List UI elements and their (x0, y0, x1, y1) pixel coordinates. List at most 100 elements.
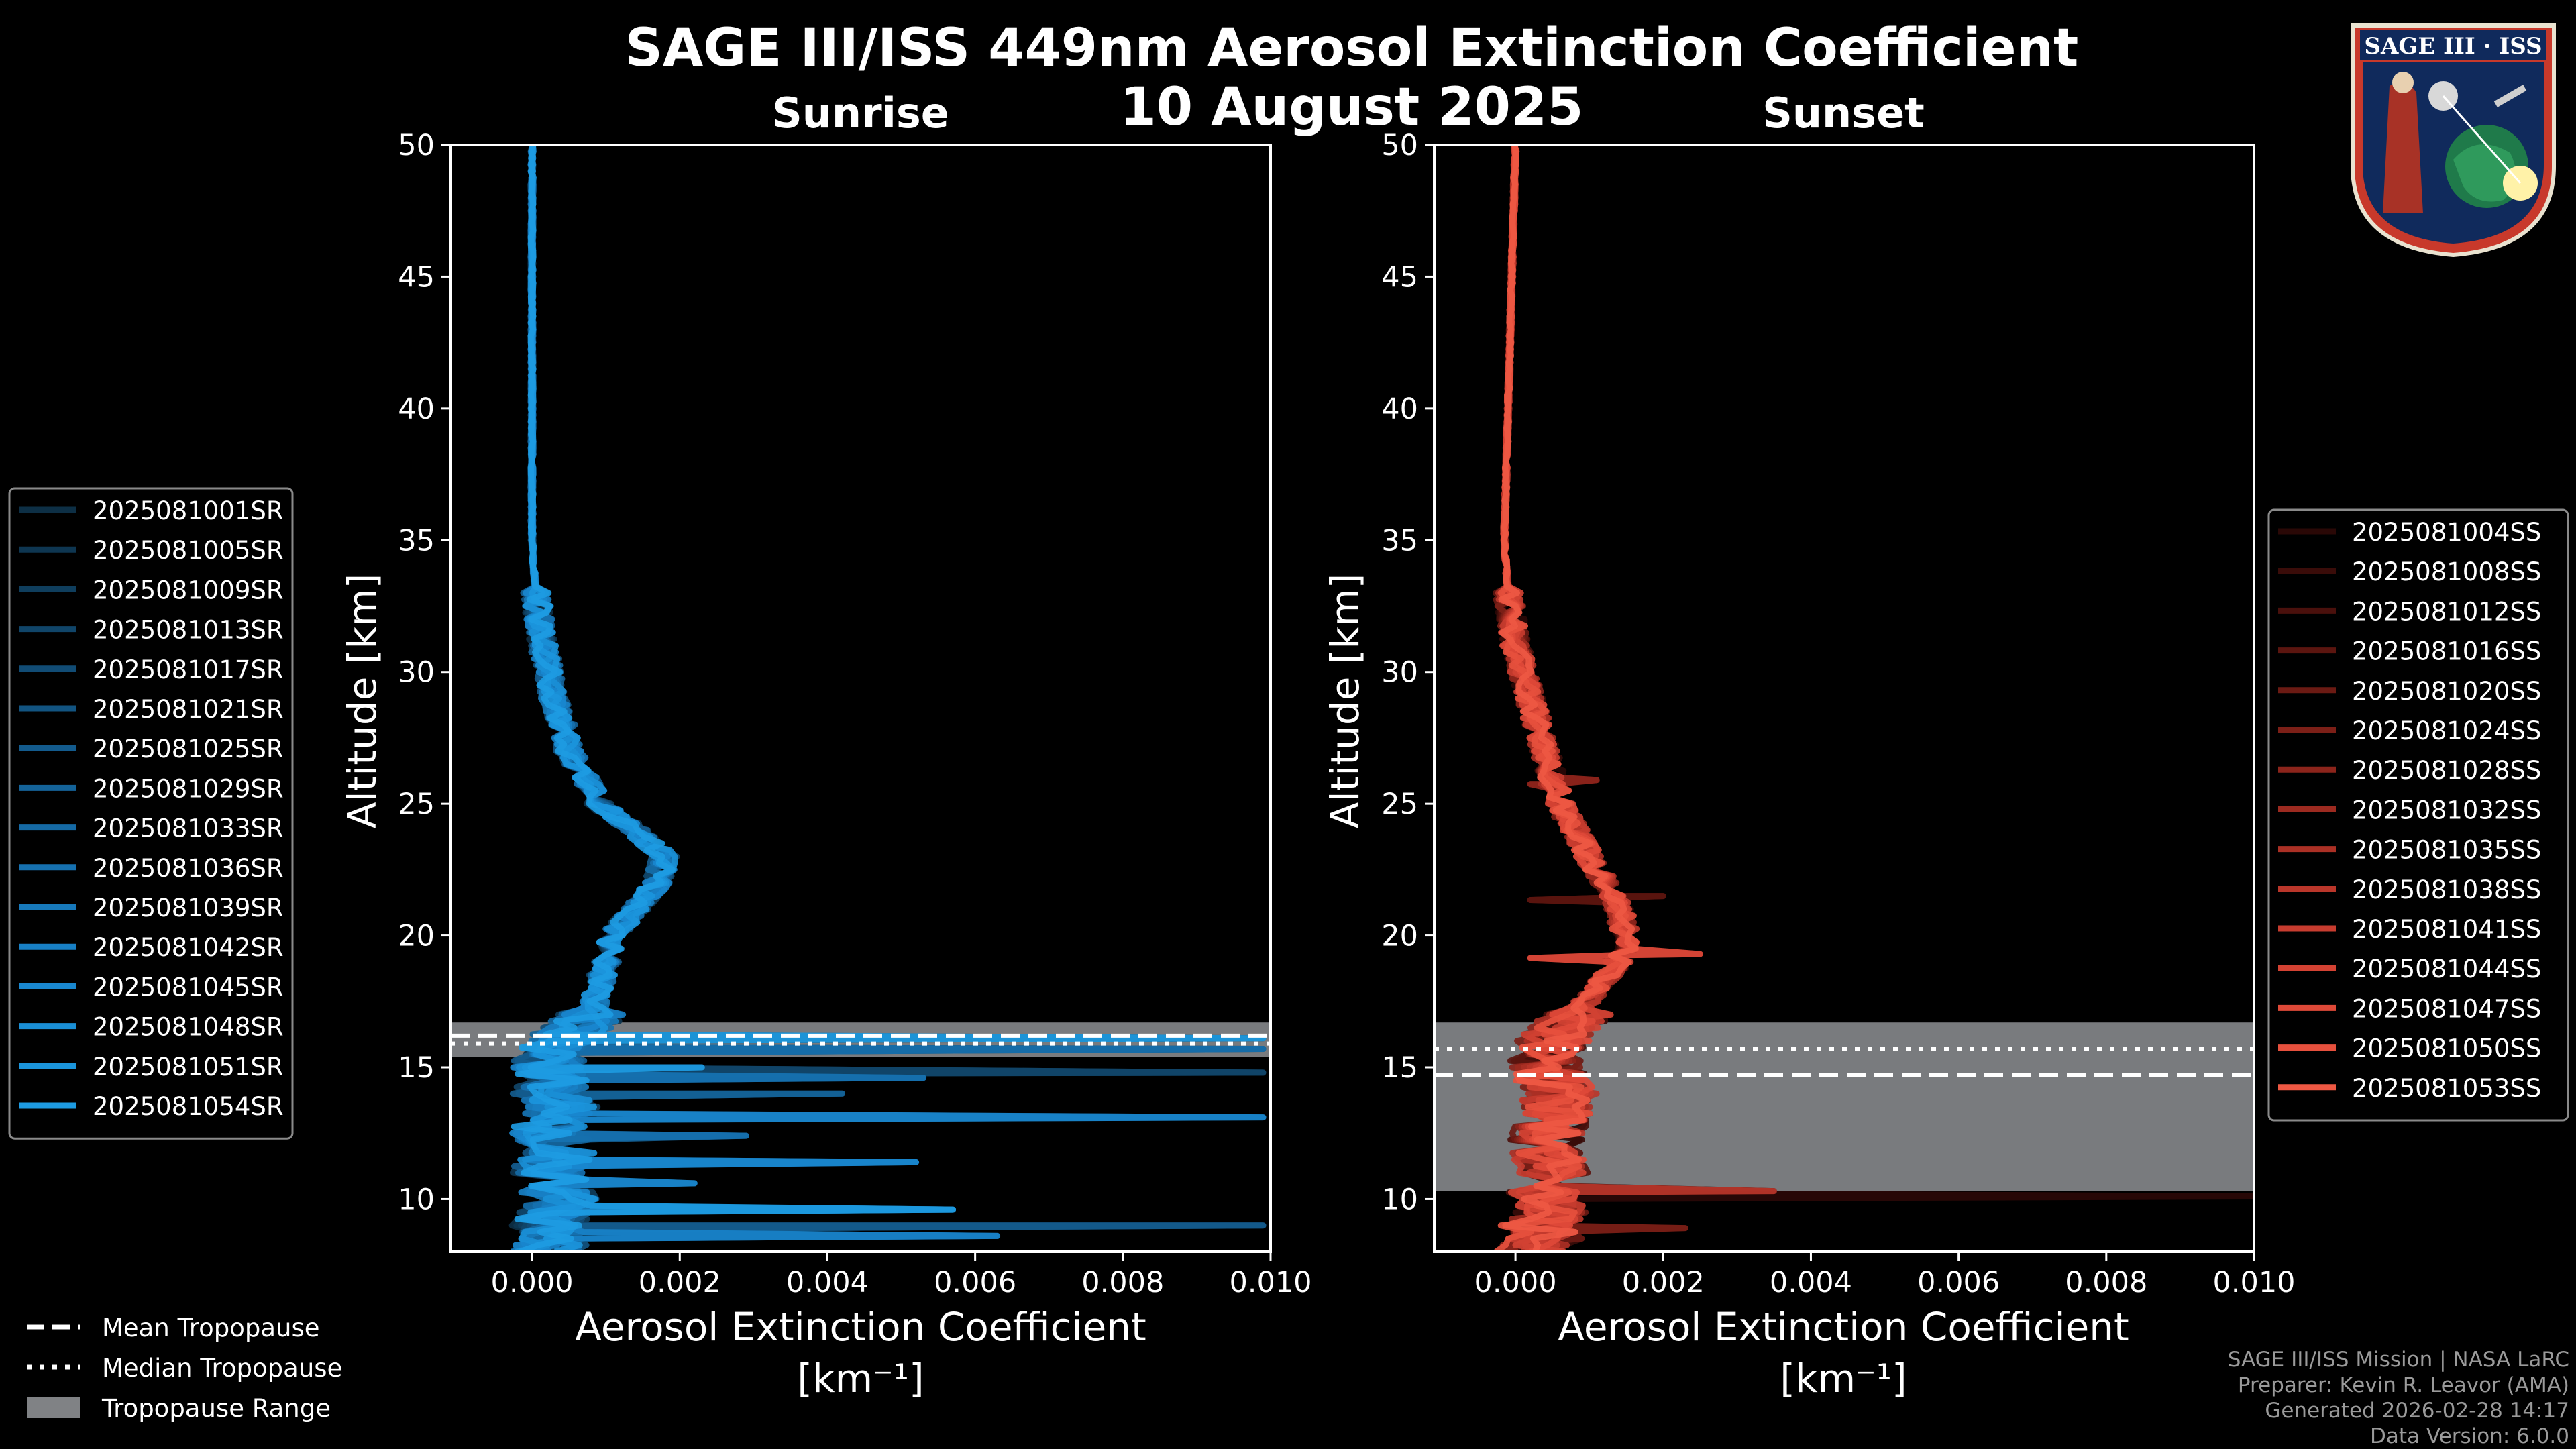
y-tick-label: 30 (1381, 656, 1418, 690)
legend-label-2025081033SR: 2025081033SR (93, 814, 284, 843)
sunrise-x-axis-unit: [km⁻¹] (797, 1356, 924, 1401)
legend-label-2025081001SR: 2025081001SR (93, 496, 284, 525)
legend-label-2025081041SS: 2025081041SS (2352, 915, 2541, 944)
x-tick-label: 0.002 (1622, 1266, 1705, 1299)
legend-label-2025081032SS: 2025081032SS (2352, 796, 2541, 824)
legend-label-2025081047SS: 2025081047SS (2352, 994, 2541, 1023)
sunrise-axes-frame (449, 144, 1272, 1253)
legend-label-2025081012SS: 2025081012SS (2352, 597, 2541, 626)
sunrise-panel-title: Sunrise (772, 89, 949, 138)
y-tick-label: 15 (398, 1051, 435, 1085)
sunrise-y-axis-label: Altitude [km] (339, 574, 385, 828)
sunset-x-axis-label: Aerosol Extinction Coefficient (1558, 1304, 2129, 1350)
y-tick-label: 25 (398, 788, 435, 821)
profile-line-2025081025SR (509, 145, 1267, 1252)
legend-label-2025081054SR: 2025081054SR (93, 1092, 284, 1121)
legend-label-2025081029SR: 2025081029SR (93, 774, 284, 803)
legend-label-2025081005SR: 2025081005SR (93, 536, 284, 565)
profile-line-2025081054SR (511, 145, 1267, 1252)
x-tick-label: 0.008 (1081, 1266, 1164, 1299)
y-tick-label: 15 (1381, 1051, 1418, 1085)
figure-date: 10 August 2025 (1120, 77, 1584, 138)
x-tick-label: 0.010 (2212, 1266, 2295, 1299)
sunrise-legend: 2025081001SR 2025081005SR 2025081009SR 2025… (8, 487, 294, 1140)
y-tick-label: 45 (1381, 260, 1418, 294)
profile-line-2025081013SR (513, 145, 1267, 1252)
x-tick-label: 0.000 (491, 1266, 574, 1299)
tropopause-range-label: Tropopause Range (101, 1394, 331, 1423)
x-tick-label: 0.006 (1917, 1266, 2000, 1299)
legend-label-2025081035SS: 2025081035SS (2352, 836, 2541, 865)
x-tick-label: 0.008 (2065, 1266, 2147, 1299)
y-tick-label: 35 (398, 524, 435, 557)
legend-label-2025081050SS: 2025081050SS (2352, 1034, 2541, 1063)
profile-line-2025081009SR (517, 145, 1267, 1252)
sunset-axes-frame (1433, 144, 2255, 1253)
legend-label-2025081013SR: 2025081013SR (93, 616, 284, 645)
legend-label-2025081038SS: 2025081038SS (2352, 875, 2541, 904)
sunrise-legend-frame (8, 487, 294, 1140)
y-tick-label: 25 (1381, 788, 1418, 821)
legend-label-2025081051SR: 2025081051SR (93, 1053, 284, 1081)
x-tick-label: 0.004 (786, 1266, 869, 1299)
legend-label-2025081036SR: 2025081036SR (93, 854, 284, 883)
x-tick-label: 0.006 (934, 1266, 1016, 1299)
x-tick-label: 0.002 (639, 1266, 721, 1299)
legend-label-2025081004SS: 2025081004SS (2352, 518, 2541, 547)
legend-label-2025081009SR: 2025081009SR (93, 576, 284, 604)
logo-figure-icon (2383, 82, 2423, 213)
footer-data-version: Data Version: 6.0.0 (2370, 1424, 2569, 1448)
figure-title: SAGE III/ISS 449nm Aerosol Extinction Co… (625, 18, 2079, 78)
sage-iii-iss-logo: SAGE III · ISS (2351, 23, 2556, 258)
profile-line-2025081039SR (518, 145, 957, 1252)
profile-line-2025081045SR (509, 145, 1267, 1252)
logo-text: SAGE III · ISS (2364, 33, 2542, 60)
legend-label-2025081048SR: 2025081048SR (93, 1013, 284, 1042)
mean-tropopause-label: Mean Tropopause (102, 1313, 320, 1342)
sunset-panel-title: Sunset (1762, 89, 1925, 138)
footer-preparer: Preparer: Kevin R. Leavor (AMA) (2238, 1373, 2569, 1397)
legend-label-2025081020SS: 2025081020SS (2352, 677, 2541, 706)
legend-label-2025081039SR: 2025081039SR (93, 894, 284, 922)
legend-label-2025081053SS: 2025081053SS (2352, 1074, 2541, 1103)
sunset-legend-frame (2267, 508, 2569, 1122)
y-tick-label: 50 (398, 129, 435, 162)
profile-line-2025081017SR (518, 145, 1267, 1252)
legend-label-2025081028SS: 2025081028SS (2352, 756, 2541, 785)
x-tick-label: 0.004 (1770, 1266, 1852, 1299)
legend-label-2025081025SR: 2025081025SR (93, 735, 284, 763)
legend-label-2025081008SS: 2025081008SS (2352, 557, 2541, 586)
median-tropopause-label: Median Tropopause (102, 1354, 342, 1383)
x-tick-label: 0.000 (1474, 1266, 1557, 1299)
sunrise-plot: 0.000 0.002 0.004 0.006 0.008 0.010 10 15 20 25 30… (398, 129, 1311, 1299)
sunset-plot: 0.000 0.002 0.004 0.006 0.008 0.010 10 15 20 25 30… (1381, 129, 2295, 1299)
legend-label-2025081017SR: 2025081017SR (93, 655, 284, 684)
legend-label-2025081016SS: 2025081016SS (2352, 637, 2541, 666)
profile-line-2025081053SS (1498, 145, 1639, 1252)
y-tick-label: 20 (398, 920, 435, 953)
tropopause-range-swatch (27, 1397, 80, 1418)
y-tick-label: 35 (1381, 524, 1418, 557)
profile-line-2025081005SR (510, 145, 1267, 1252)
y-tick-label: 30 (398, 656, 435, 690)
y-tick-label: 40 (1381, 392, 1418, 426)
x-tick-label: 0.010 (1229, 1266, 1311, 1299)
footer-generated: Generated 2026-02-28 14:17 (2265, 1399, 2569, 1423)
sunset-x-axis-unit: [km⁻¹] (1780, 1356, 1907, 1401)
legend-label-2025081024SS: 2025081024SS (2352, 716, 2541, 745)
y-tick-label: 40 (398, 392, 435, 426)
y-tick-label: 10 (398, 1183, 435, 1216)
legend-label-2025081045SR: 2025081045SR (93, 973, 284, 1002)
sunset-legend: 2025081004SS 2025081008SS 2025081012SS 2025… (2267, 508, 2569, 1122)
profile-line-2025081001SR (508, 145, 1267, 1252)
y-tick-label: 45 (398, 260, 435, 294)
sunset-y-axis-label: Altitude [km] (1322, 574, 1368, 828)
legend-label-2025081042SR: 2025081042SR (93, 933, 284, 962)
legend-label-2025081021SR: 2025081021SR (93, 695, 284, 724)
y-tick-label: 50 (1381, 129, 1418, 162)
profile-line-2025081036SR (517, 145, 1267, 1252)
y-tick-label: 20 (1381, 920, 1418, 953)
footer-mission: SAGE III/ISS Mission | NASA LaRC (2228, 1348, 2569, 1372)
legend-label-2025081044SS: 2025081044SS (2352, 955, 2541, 983)
